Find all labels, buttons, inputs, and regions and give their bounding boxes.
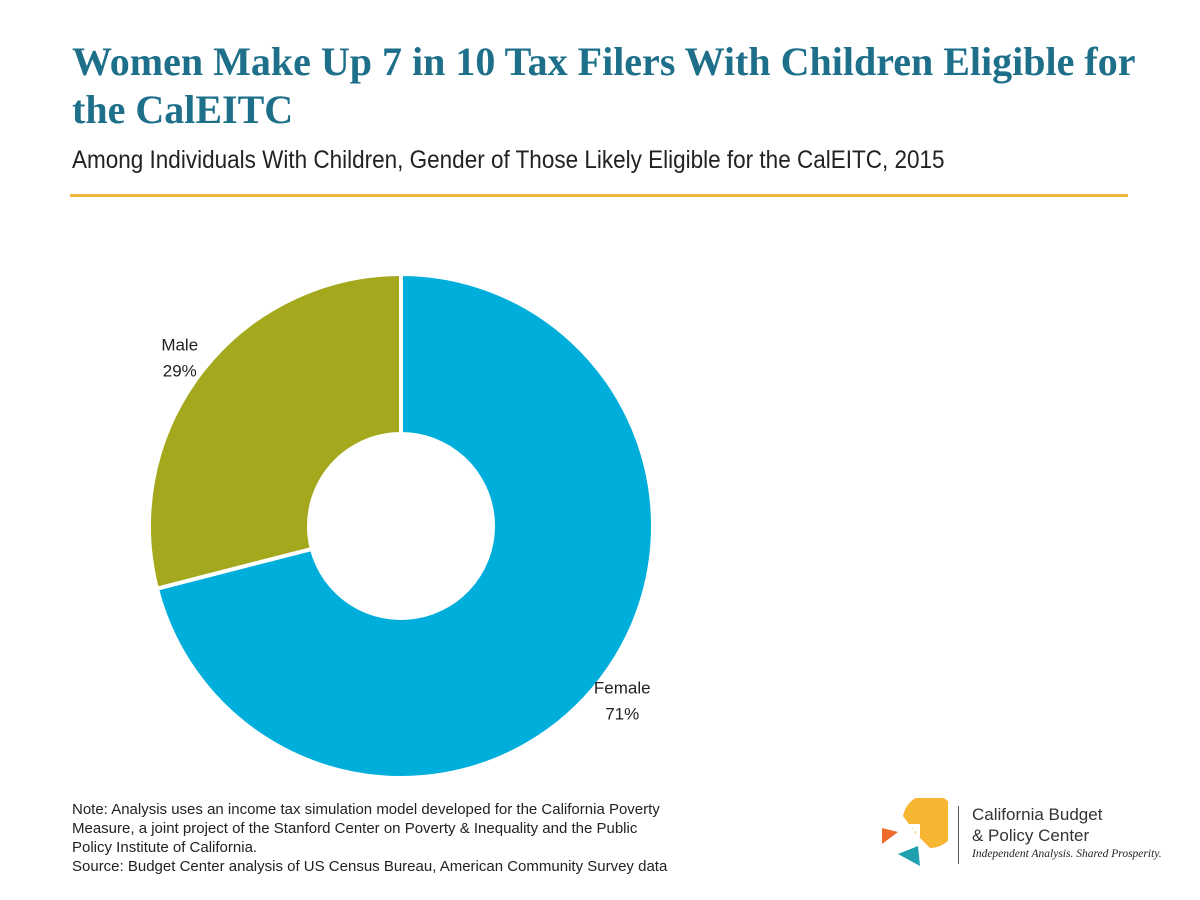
note-line: Policy Institute of California.: [72, 839, 258, 856]
note-line: Note: Analysis uses an income tax simula…: [72, 801, 660, 818]
slice-value-label: 71%: [605, 705, 639, 724]
slice-category-label: Female: [594, 679, 651, 698]
logo-name-line: & Policy Center: [972, 826, 1090, 845]
chart-subtitle: Among Individuals With Children, Gender …: [72, 146, 945, 174]
title-rule: [70, 194, 1128, 197]
chart-title: Women Make Up 7 in 10 Tax Filers With Ch…: [72, 39, 1135, 132]
slice-male: [147, 271, 403, 592]
slice-label-female: Female 71%: [594, 679, 651, 724]
slice-label-male: Male 29%: [161, 335, 198, 380]
footnote: Note: Analysis uses an income tax simula…: [72, 800, 772, 876]
organization-logo: California Budget & Policy Center Indepe…: [876, 798, 1176, 878]
donut-chart: Female 71% Male 29%: [147, 271, 655, 780]
note-line: Measure, a joint project of the Stanford…: [72, 820, 638, 837]
logo-tagline: Independent Analysis. Shared Prosperity.: [972, 848, 1162, 860]
logo-divider: [958, 806, 959, 864]
source-line: Source: Budget Center analysis of US Cen…: [72, 858, 668, 875]
slice-female: [154, 271, 655, 780]
slice-category-label: Male: [161, 335, 198, 354]
logo-name: California Budget & Policy Center: [972, 804, 1102, 846]
logo-name-line: California Budget: [972, 805, 1103, 824]
logo-mark-icon: [882, 798, 948, 866]
slice-value-label: 29%: [163, 361, 197, 380]
